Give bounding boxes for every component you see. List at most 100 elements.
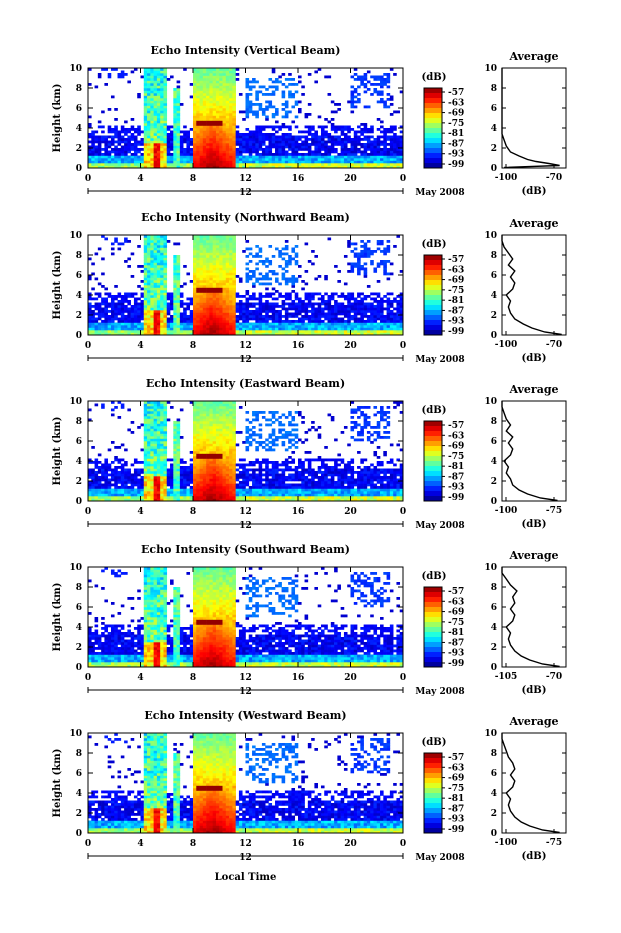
heat-cell <box>147 424 151 427</box>
heat-cell <box>111 158 115 161</box>
heat-cell <box>108 496 112 499</box>
heat-cell <box>272 330 276 333</box>
heat-cell <box>226 310 230 313</box>
heat-cell <box>373 148 377 151</box>
heat-cell <box>357 270 361 273</box>
heat-cell <box>223 88 227 91</box>
heat-cell <box>193 103 197 106</box>
heat-cell <box>157 268 161 271</box>
heat-cell <box>370 298 374 301</box>
heat-cell <box>173 258 177 261</box>
heat-cell <box>173 293 177 296</box>
heat-cell <box>157 260 161 263</box>
heat-cell <box>154 255 158 258</box>
heat-cell <box>268 141 272 144</box>
heat-cell <box>147 491 151 494</box>
heat-cell <box>209 278 213 281</box>
heat-cell <box>321 141 325 144</box>
heat-cell <box>160 146 164 149</box>
heat-cell <box>223 260 227 263</box>
heat-cell <box>167 158 171 161</box>
heat-cell <box>163 148 167 151</box>
heat-cell <box>193 258 197 261</box>
heat-cell <box>190 151 194 154</box>
heat-cell <box>203 98 207 101</box>
heat-cell <box>177 163 181 166</box>
heat-cell <box>118 491 122 494</box>
heat-cell <box>150 434 154 437</box>
heat-cell <box>95 308 99 311</box>
heat-cell <box>275 108 279 111</box>
heat-cell <box>275 113 279 116</box>
heat-cell <box>246 116 250 119</box>
heat-cell <box>141 496 145 499</box>
heat-cell <box>206 86 210 89</box>
heat-cell <box>226 111 230 114</box>
heat-cell <box>285 303 289 306</box>
heat-cell <box>272 146 276 149</box>
heat-cell <box>206 96 210 99</box>
heat-cell <box>154 293 158 296</box>
heat-cell <box>163 238 167 241</box>
heat-cell <box>383 136 387 139</box>
heat-cell <box>232 141 236 144</box>
heat-cell <box>373 83 377 86</box>
heat-cell <box>354 300 358 303</box>
heat-cell <box>311 250 315 253</box>
heat-cell <box>190 320 194 323</box>
heat-cell <box>147 489 151 492</box>
heat-cell <box>295 278 299 281</box>
heat-cell <box>265 320 269 323</box>
heat-cell <box>104 315 108 318</box>
heat-cell <box>134 293 138 296</box>
heat-cell <box>331 298 335 301</box>
heat-cell <box>357 255 361 258</box>
heat-cell <box>219 103 223 106</box>
heat-cell <box>232 245 236 248</box>
heat-cell <box>154 240 158 243</box>
heat-cell <box>364 275 368 278</box>
heat-cell <box>239 315 243 318</box>
heat-cell <box>377 310 381 313</box>
heat-cell <box>177 81 181 84</box>
heat-cell <box>216 268 220 271</box>
heat-cell <box>229 128 233 131</box>
heat-cell <box>167 325 171 328</box>
heat-cell <box>314 151 318 154</box>
heat-cell <box>347 270 351 273</box>
heat-cell <box>351 163 355 166</box>
heat-cell <box>91 328 95 331</box>
heat-cell <box>183 151 187 154</box>
heat-cell <box>101 163 105 166</box>
heat-cell <box>203 118 207 121</box>
heat-cell <box>252 133 256 136</box>
heat-cell <box>160 320 164 323</box>
heat-cell <box>144 303 148 306</box>
heat-cell <box>285 325 289 328</box>
heat-cell <box>216 250 220 253</box>
heat-cell <box>314 81 318 84</box>
heat-cell <box>259 330 263 333</box>
heat-cell <box>216 143 220 146</box>
heat-cell <box>324 158 328 161</box>
heat-cell <box>118 151 122 154</box>
heat-cell <box>367 128 371 131</box>
heat-cell <box>232 76 236 79</box>
average-frame <box>502 235 566 335</box>
heat-cell <box>150 263 154 266</box>
heat-cell <box>232 305 236 308</box>
heat-cell <box>341 153 345 156</box>
heat-cell <box>246 303 250 306</box>
heat-cell <box>236 305 240 308</box>
heat-cell <box>262 151 266 154</box>
heat-cell <box>167 146 171 149</box>
heat-cell <box>114 158 118 161</box>
heat-cell <box>209 323 213 326</box>
heat-cell <box>183 136 187 139</box>
heat-cell <box>88 258 92 261</box>
heat-cell <box>351 293 355 296</box>
heat-cell <box>213 83 217 86</box>
heat-cell <box>393 308 397 311</box>
heat-cell <box>163 138 167 141</box>
heat-cell <box>282 116 286 119</box>
